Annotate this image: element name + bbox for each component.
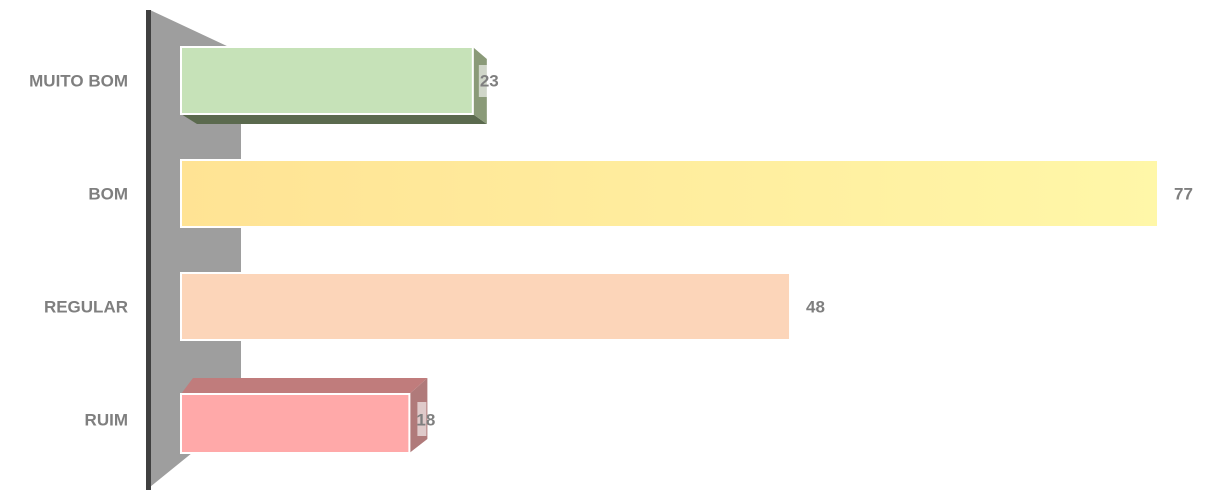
bar-face: [180, 46, 474, 115]
bar-bottom-face: [181, 114, 487, 124]
bar-bom: [180, 159, 1159, 228]
bar-muito-bom: [180, 46, 488, 124]
category-labels: MUITO BOM BOM REGULAR RUIM: [29, 72, 128, 430]
category-label-ruim: RUIM: [85, 411, 128, 430]
chart-backdrop: [146, 10, 241, 490]
category-axis-line: [146, 10, 151, 490]
value-label-bom: 77: [1174, 185, 1193, 204]
bar-face: [180, 159, 1159, 228]
bar-face: [180, 272, 792, 341]
bar-regular: [180, 272, 792, 341]
value-label-ruim: 18: [416, 411, 435, 430]
bar-highlight: [478, 65, 488, 97]
category-label-bom: BOM: [88, 185, 128, 204]
bars-group: [180, 46, 1159, 454]
category-label-regular: REGULAR: [44, 298, 128, 317]
value-labels: 23 77 48 18: [416, 72, 1193, 430]
bar-face: [180, 393, 411, 454]
category-label-muito-bom: MUITO BOM: [29, 72, 128, 91]
value-label-muito-bom: 23: [480, 72, 499, 91]
bar-top-face: [181, 378, 428, 394]
bar-ruim: [180, 378, 428, 454]
value-label-regular: 48: [806, 298, 825, 317]
backdrop-wall: [150, 10, 241, 487]
bar-highlight: [417, 402, 427, 436]
